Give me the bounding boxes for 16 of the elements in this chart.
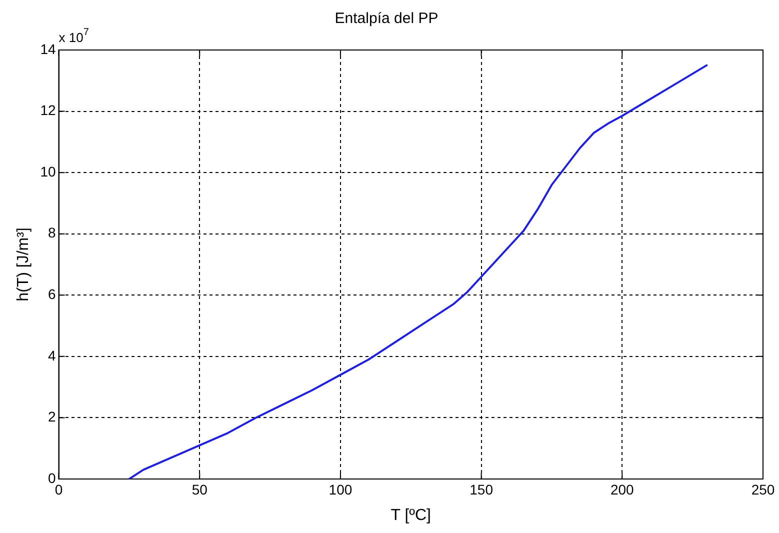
y-tick-label: 0 bbox=[48, 470, 56, 486]
x-axis-title: T [ºC] bbox=[390, 506, 431, 524]
y-tick-label: 8 bbox=[48, 224, 56, 241]
x-tick-label: 50 bbox=[192, 481, 208, 498]
x-tick-label: 250 bbox=[751, 481, 775, 498]
y-tick-label: 2 bbox=[48, 408, 56, 425]
y-tick-label: 12 bbox=[40, 102, 56, 118]
x-tick-label: 100 bbox=[328, 481, 352, 498]
y-tick-label: 4 bbox=[48, 347, 56, 364]
y-tick-label: 6 bbox=[48, 286, 56, 302]
y-axis-title: h(T) [J/m³] bbox=[15, 228, 32, 302]
x-tick-label: 150 bbox=[470, 481, 494, 498]
y-tick-label: 14 bbox=[40, 40, 56, 57]
y-tick-label: 10 bbox=[40, 163, 56, 180]
chart-title: Entalpía del PP bbox=[334, 10, 438, 28]
x-tick-label: 200 bbox=[610, 481, 634, 498]
